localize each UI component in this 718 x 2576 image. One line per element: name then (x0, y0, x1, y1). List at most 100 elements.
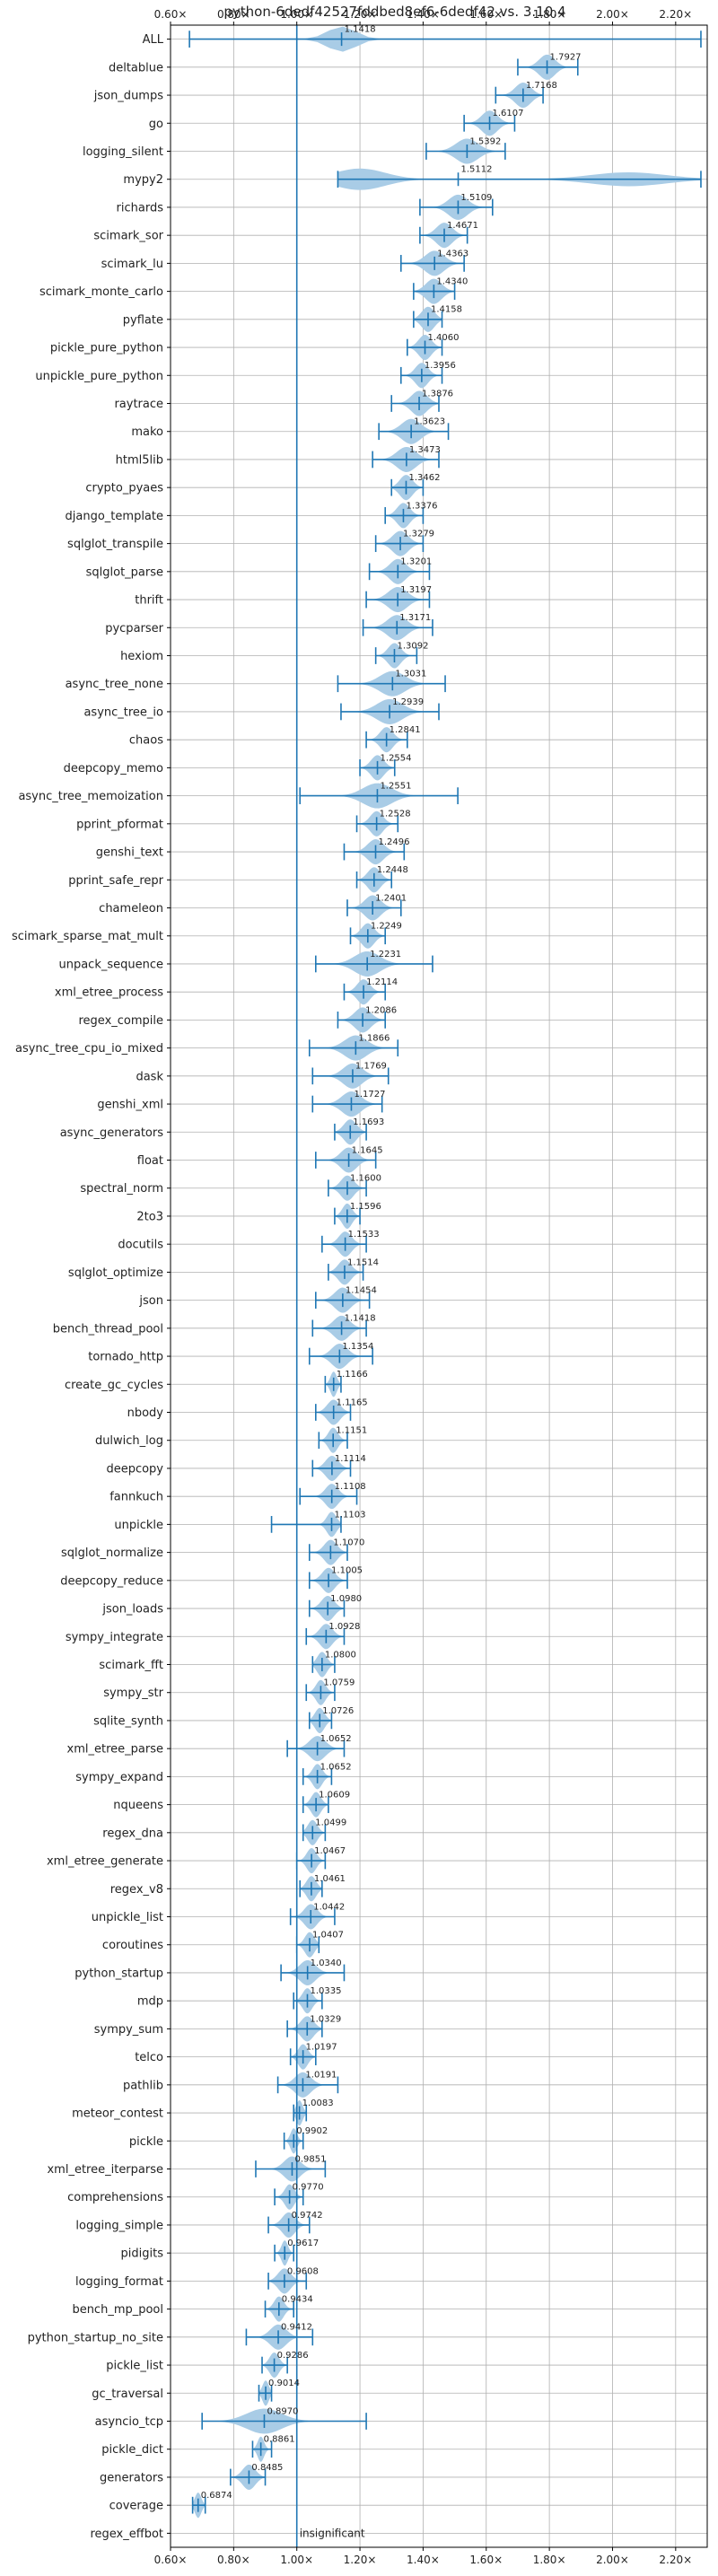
y-tick-label: python_startup (74, 1967, 163, 1980)
y-tick-label: json_dumps (93, 90, 163, 103)
y-tick-label: pprint_pformat (76, 818, 163, 831)
x-tick-label-top: 1.80× (533, 8, 566, 21)
value-label: 1.2554 (381, 753, 412, 763)
value-label: 0.9434 (282, 2294, 313, 2304)
x-tick-label-top: 0.80× (217, 8, 250, 21)
value-label: 1.2551 (380, 781, 411, 791)
value-label: 1.0083 (302, 2098, 334, 2108)
y-tick-label: unpack_sequence (58, 958, 163, 971)
value-label: 1.2496 (379, 837, 410, 847)
y-tick-label: pathlib (123, 2079, 163, 2092)
y-tick-label: bench_thread_pool (53, 1322, 163, 1336)
x-tick-label-bottom: 0.60× (154, 2554, 188, 2566)
value-label: 1.3956 (425, 361, 456, 371)
value-labels: 1.1418 1.7927 1.7168 1.6107 1.5392 1.5112 1.51… (201, 24, 582, 2539)
y-tick-label: docutils (118, 1239, 163, 1252)
value-label: 1.0652 (320, 1734, 352, 1744)
y-tick-label: async_tree_cpu_io_mixed (15, 1042, 163, 1056)
value-label: 1.4671 (447, 221, 478, 231)
value-label: 0.9902 (296, 2126, 328, 2136)
violins (188, 26, 702, 2519)
bottom-x-axis: 0.60× 0.80× 1.00× 1.20× 1.40× 1.60× 1.80× 2.00×… (154, 2547, 692, 2566)
y-tick-label: sympy_str (103, 1687, 163, 1700)
value-label: 1.2448 (377, 865, 408, 875)
value-label: 0.9608 (287, 2266, 319, 2276)
x-tick-label-top: 2.20× (659, 8, 692, 21)
value-label: 1.1454 (346, 1285, 377, 1295)
y-tick-label: richards (117, 201, 164, 215)
y-tick-label: spectral_norm (80, 1182, 163, 1196)
value-label: 1.3623 (414, 417, 445, 427)
x-tick-label-top: 0.60× (154, 8, 188, 21)
value-label: 1.3031 (395, 670, 426, 679)
y-tick-label: sqlglot_parse (86, 565, 163, 579)
y-tick-label: raytrace (114, 398, 163, 411)
x-tick-label-top: 1.20× (344, 8, 377, 21)
y-tick-label: xml_etree_generate (47, 1855, 163, 1869)
y-tick-label: logging_simple (75, 2219, 163, 2232)
y-tick-label: regex_effbot (90, 2528, 163, 2541)
value-label: 1.4158 (431, 305, 462, 315)
y-tick-label: tornado_http (88, 1351, 163, 1364)
y-tick-label: xml_etree_iterparse (47, 2163, 163, 2177)
value-label: 1.3171 (399, 613, 431, 623)
top-x-axis: 0.60× 0.80× 1.00× 1.20× 1.40× 1.60× 1.80× 2.00×… (154, 8, 692, 25)
value-label: 0.9851 (294, 2154, 326, 2164)
y-tick-label: async_tree_memoization (18, 790, 163, 803)
value-label: 1.3279 (403, 529, 434, 539)
y-tick-label: pickle_pure_python (50, 342, 163, 355)
value-label: 1.1103 (335, 1510, 366, 1520)
value-label: 1.0340 (311, 1958, 342, 1968)
value-label: 1.0759 (323, 1678, 355, 1688)
x-tick-label-top: 1.00× (280, 8, 313, 21)
y-tick-label: genshi_text (96, 846, 163, 860)
y-tick-label: pickle_dict (101, 2443, 163, 2457)
y-tick-label: sqlite_synth (93, 1714, 163, 1728)
x-tick-label-top: 2.00× (596, 8, 629, 21)
y-tick-label: genshi_xml (97, 1099, 163, 1112)
x-tick-label-bottom: 0.80× (217, 2554, 250, 2566)
value-label: 1.2249 (371, 922, 402, 932)
value-label: 1.1418 (345, 24, 376, 34)
value-label: 1.1165 (337, 1398, 368, 1407)
y-tick-label: thrift (135, 594, 163, 608)
x-tick-label-bottom: 1.20× (344, 2554, 377, 2566)
y-tick-label: bench_mp_pool (72, 2303, 163, 2317)
value-label: 1.0800 (325, 1650, 356, 1660)
y-tick-label: logging_silent (83, 145, 163, 159)
y-tick-label: scimark_sor (93, 230, 163, 243)
y-tick-label: unpickle_list (92, 1911, 163, 1924)
y-tick-label: xml_etree_process (55, 986, 163, 1000)
x-tick-label-top: 1.60× (469, 8, 503, 21)
y-tick-label: deepcopy_reduce (60, 1574, 163, 1588)
y-tick-label: pyflate (123, 313, 163, 327)
y-tick-label: sqlglot_optimize (68, 1266, 163, 1280)
value-label: 1.0467 (314, 1846, 346, 1856)
y-tick-label: go (149, 118, 163, 131)
value-label: 1.0726 (322, 1706, 354, 1716)
value-label: 0.9770 (293, 2183, 324, 2193)
value-label: 1.2231 (370, 950, 401, 959)
value-label: 1.5112 (461, 165, 493, 175)
value-label: 1.0928 (328, 1622, 360, 1632)
y-tick-label: pprint_safe_repr (68, 874, 163, 888)
value-label: 0.9742 (292, 2211, 323, 2221)
value-label: 1.2086 (365, 1005, 397, 1015)
y-tick-label: scimark_sparse_mat_mult (12, 930, 163, 943)
y-tick-label: asyncio_tcp (95, 2415, 163, 2429)
y-tick-label: telco (135, 2051, 163, 2064)
x-tick-label-bottom: 2.20× (659, 2554, 692, 2566)
value-label: 0.9412 (281, 2323, 312, 2333)
value-label: 1.7927 (550, 53, 582, 63)
value-label: 1.0191 (305, 2071, 337, 2081)
value-label: 1.3462 (408, 473, 440, 483)
value-label: 1.0407 (312, 1931, 344, 1941)
value-label: 1.1645 (352, 1145, 383, 1155)
y-tick-label: sympy_expand (75, 1771, 163, 1784)
y-tick-label: coverage (109, 2500, 163, 2513)
value-label: 1.1418 (345, 1314, 376, 1324)
y-tick-label: float (137, 1154, 163, 1168)
y-tick-label: async_generators (60, 1126, 164, 1140)
